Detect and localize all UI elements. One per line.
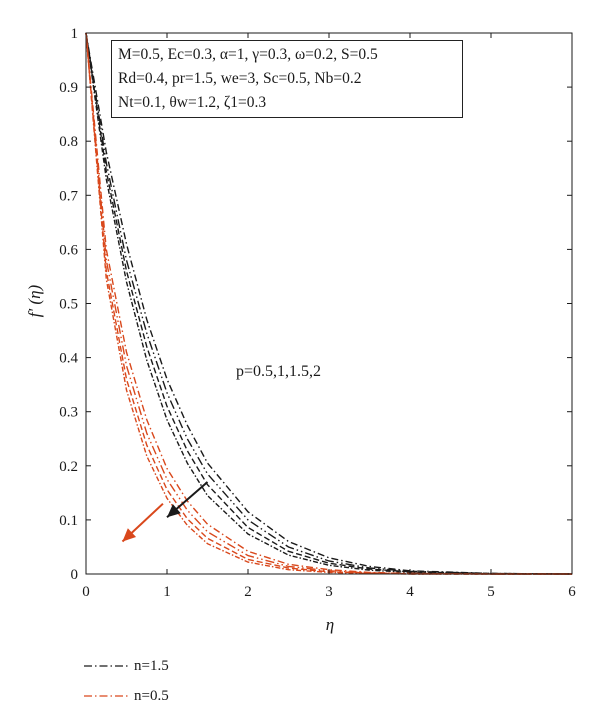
series-line <box>85 32 573 575</box>
series-line <box>85 32 573 575</box>
y-axis-label: f' (η) <box>25 284 44 317</box>
y-tick-label: 0.5 <box>59 297 78 313</box>
legend-label: n=0.5 <box>134 687 169 704</box>
x-tick-label: 0 <box>82 584 90 600</box>
x-tick-label: 6 <box>568 584 576 600</box>
arrow-head <box>167 504 181 518</box>
plot-area <box>86 33 572 574</box>
legend-swatch <box>84 665 128 667</box>
y-tick-label: 0.6 <box>59 242 78 258</box>
y-tick-label: 0.4 <box>59 351 78 367</box>
x-tick-label: 3 <box>325 584 333 600</box>
legend-item: n=1.5 <box>84 651 169 681</box>
x-tick-label: 2 <box>244 584 252 600</box>
axes: 0 1 2 3 4 5 6 0 0.1 0.2 0.3 0.4 0.5 0.6 0.7 0.8 0.9 1 <box>59 26 576 600</box>
p-annotation: p=0.5,1,1.5,2 <box>236 363 322 380</box>
x-axis-label: η <box>326 615 334 634</box>
x-tick-label: 5 <box>487 584 495 600</box>
parameter-line: M=0.5, Ec=0.3, α=1, γ=0.3, ω=0.2, S=0.5 <box>118 46 378 63</box>
legend: n=1.5 n=0.5 <box>84 651 169 711</box>
y-tick-label: 0.2 <box>59 459 78 475</box>
y-tick-label: 0.8 <box>59 134 78 150</box>
parameter-line: Rd=0.4, pr=1.5, we=3, Sc=0.5, Nb=0.2 <box>118 70 362 87</box>
annotation-arrows <box>121 481 209 543</box>
y-tick-label: 0.3 <box>59 405 78 421</box>
series-line <box>85 32 572 575</box>
x-tick-label: 4 <box>406 584 414 600</box>
y-tick-label: 1 <box>71 26 79 42</box>
legend-item: n=0.5 <box>84 681 169 711</box>
y-tick-label: 0.9 <box>59 80 78 96</box>
y-tick-label: 0.1 <box>59 513 78 529</box>
y-tick-label: 0 <box>71 567 79 583</box>
plot-background <box>86 33 572 574</box>
parameter-box: M=0.5, Ec=0.3, α=1, γ=0.3, ω=0.2, S=0.5 … <box>111 40 463 118</box>
y-tick-label: 0.7 <box>59 188 78 204</box>
x-tick-label: 1 <box>163 584 171 600</box>
legend-label: n=1.5 <box>134 657 169 674</box>
series-line <box>85 32 573 575</box>
arrow-head <box>122 528 137 542</box>
legend-swatch <box>84 695 128 697</box>
parameter-line: Nt=0.1, θw=1.2, ζ1=0.3 <box>118 94 267 111</box>
